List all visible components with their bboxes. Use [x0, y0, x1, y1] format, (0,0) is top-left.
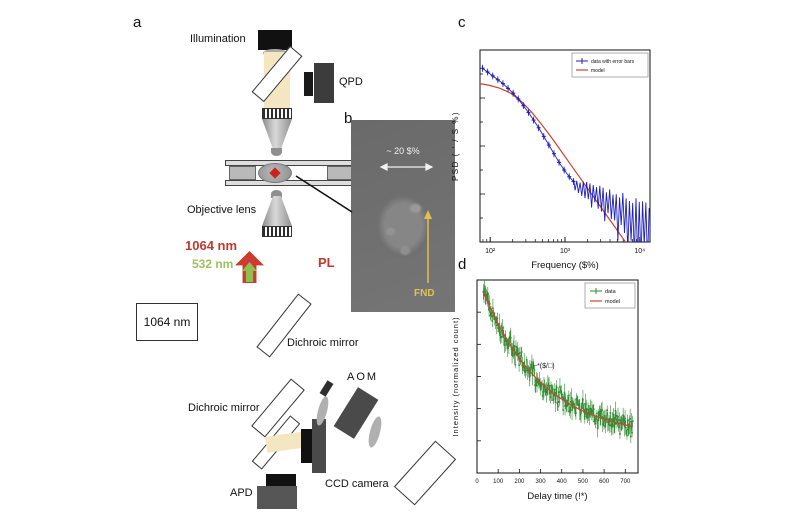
qpd-label: QPD [339, 76, 363, 88]
svg-text:400: 400 [557, 479, 568, 485]
svg-text:10⁴: 10⁴ [634, 248, 645, 255]
psd-chart: 10² 10³ 10⁴ Frequency ($%) PSD ( ' / S %) dat… [451, 49, 651, 271]
laser-source-box: 1064 nm [136, 303, 198, 341]
svg-text:Delay time (!*): Delay time (!*) [527, 491, 587, 502]
apd-head [266, 474, 296, 486]
svg-text:data with error bars: data with error bars [591, 59, 635, 65]
condenser-cone [262, 119, 292, 149]
svg-text:0: 0 [475, 479, 479, 485]
stage-spacer-right [327, 166, 354, 180]
relay-lens-1 [314, 395, 331, 427]
panel-a-label: a [133, 14, 142, 31]
panel-b-label: b [344, 110, 353, 127]
steering-mirror [393, 440, 457, 506]
svg-text:500: 500 [578, 479, 589, 485]
pl-label: PL [318, 255, 335, 270]
illumination-label: Illumination [190, 33, 246, 45]
svg-text:10²: 10² [485, 248, 496, 255]
svg-text:model: model [591, 68, 605, 74]
svg-text:100: 100 [493, 479, 504, 485]
objective-cone [262, 196, 292, 226]
qpd-body [314, 63, 334, 103]
svg-text:data: data [605, 289, 617, 295]
cell-micrograph [351, 120, 455, 312]
green-wavelength-label: 532 nm [192, 257, 234, 271]
objective-tip [271, 190, 282, 198]
ccd-body [312, 419, 326, 473]
svg-text:PSD ( ' / S %): PSD ( ' / S %) [451, 111, 460, 181]
relay-lens-2 [366, 415, 384, 449]
condenser-turret [262, 108, 292, 119]
svg-text:~*($/□): ~*($/□) [533, 363, 555, 370]
stage-bottom-slide [225, 180, 358, 186]
illumination-lamp [258, 30, 292, 50]
panel-c-label: c [458, 14, 466, 31]
fnd-label: FND [414, 288, 435, 299]
laser-source-label: 1064 nm [143, 315, 191, 329]
pinhole-plate [319, 380, 334, 397]
svg-text:700: 700 [620, 479, 631, 485]
objective-label: Objective lens [187, 204, 257, 216]
svg-text:Frequency ($%): Frequency ($%) [531, 260, 599, 271]
decay-chart: 0 100 200 300 400 500 600 700 Delay time (!*) Int… [451, 279, 639, 502]
qpd-sensor [304, 72, 313, 96]
dichroic-lower-label: Dichroic mirror [188, 402, 260, 414]
svg-text:600: 600 [599, 479, 610, 485]
scale-text: ~ 20 $% [386, 146, 420, 156]
aom-label: AOM [347, 371, 379, 383]
ccd-sensor [301, 429, 312, 463]
stage-spacer-left [229, 166, 256, 180]
svg-text:model: model [605, 299, 620, 305]
panel-d-label: d [458, 256, 467, 273]
ccd-label: CCD camera [325, 478, 389, 490]
svg-text:Intensity (normalized count): Intensity (normalized count) [451, 316, 460, 436]
svg-text:10³: 10³ [560, 248, 571, 255]
svg-text:300: 300 [536, 479, 547, 485]
svg-text:200: 200 [514, 479, 525, 485]
apd-label: APD [230, 487, 253, 499]
apd-body [257, 486, 297, 509]
objective-turret [262, 226, 292, 237]
dichroic-upper-label: Dichroic mirror [287, 337, 359, 349]
condenser-tip [271, 148, 282, 156]
trap-wavelength-label: 1064 nm [185, 238, 238, 253]
